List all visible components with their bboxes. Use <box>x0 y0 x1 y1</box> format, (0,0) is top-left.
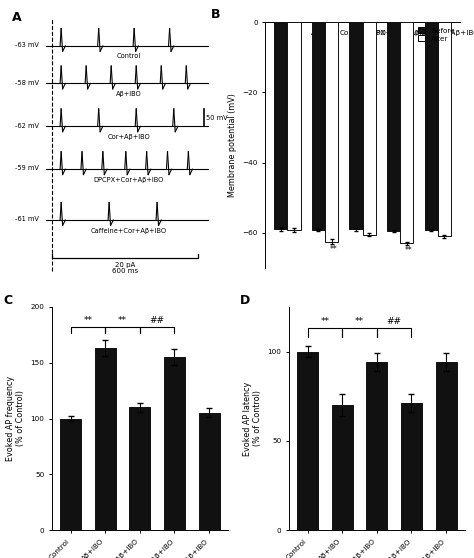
Text: ##: ## <box>150 316 164 325</box>
Legend: Before, After: Before, After <box>417 26 456 43</box>
Text: ##: ## <box>387 316 401 326</box>
Bar <box>287 22 301 230</box>
Bar <box>400 22 413 243</box>
Bar <box>332 405 353 530</box>
Bar <box>349 22 363 229</box>
Bar <box>425 22 438 230</box>
Text: **: ** <box>405 247 412 256</box>
Y-axis label: Evoked AP latency
(% of Control): Evoked AP latency (% of Control) <box>243 381 262 456</box>
Y-axis label: Membrane potential (mV): Membrane potential (mV) <box>228 93 237 197</box>
Text: A: A <box>12 11 22 24</box>
Text: **: ** <box>329 246 337 254</box>
Bar <box>401 403 422 530</box>
Text: Control: Control <box>117 54 141 60</box>
Bar <box>95 348 116 530</box>
Text: **: ** <box>355 316 364 326</box>
Text: **: ** <box>320 316 329 326</box>
Bar <box>438 22 451 236</box>
Text: B: B <box>211 8 220 21</box>
Text: -63 mV: -63 mV <box>15 42 39 48</box>
Bar <box>387 22 400 231</box>
Bar <box>363 22 376 234</box>
Text: 600 ms: 600 ms <box>112 268 138 275</box>
Text: **: ** <box>83 316 92 325</box>
Text: Cor+Aβ+IBO: Cor+Aβ+IBO <box>108 134 150 140</box>
Text: -62 mV: -62 mV <box>15 123 39 128</box>
Text: D: D <box>240 294 250 306</box>
Text: -59 mV: -59 mV <box>15 165 39 171</box>
Bar <box>60 418 81 530</box>
Bar <box>436 362 456 530</box>
Bar <box>164 357 185 530</box>
Bar <box>129 407 150 530</box>
Text: Aβ+IBO: Aβ+IBO <box>116 91 142 97</box>
Bar <box>297 352 318 530</box>
Bar <box>366 362 387 530</box>
Text: **: ** <box>118 316 127 325</box>
Bar <box>199 413 219 530</box>
Bar <box>274 22 287 229</box>
Text: 20 pA: 20 pA <box>115 262 135 268</box>
Bar <box>325 22 338 242</box>
Text: 50 mV: 50 mV <box>206 115 228 121</box>
Text: -58 mV: -58 mV <box>15 80 39 86</box>
Y-axis label: Evoked AP frequency
(% of Control): Evoked AP frequency (% of Control) <box>6 376 25 461</box>
Bar <box>312 22 325 230</box>
Text: -61 mV: -61 mV <box>15 217 39 222</box>
Text: Caffeine+Cor+Aβ+IBO: Caffeine+Cor+Aβ+IBO <box>91 228 167 234</box>
Text: DPCPX+Cor+Aβ+IBO: DPCPX+Cor+Aβ+IBO <box>94 177 164 182</box>
Text: C: C <box>3 294 12 306</box>
